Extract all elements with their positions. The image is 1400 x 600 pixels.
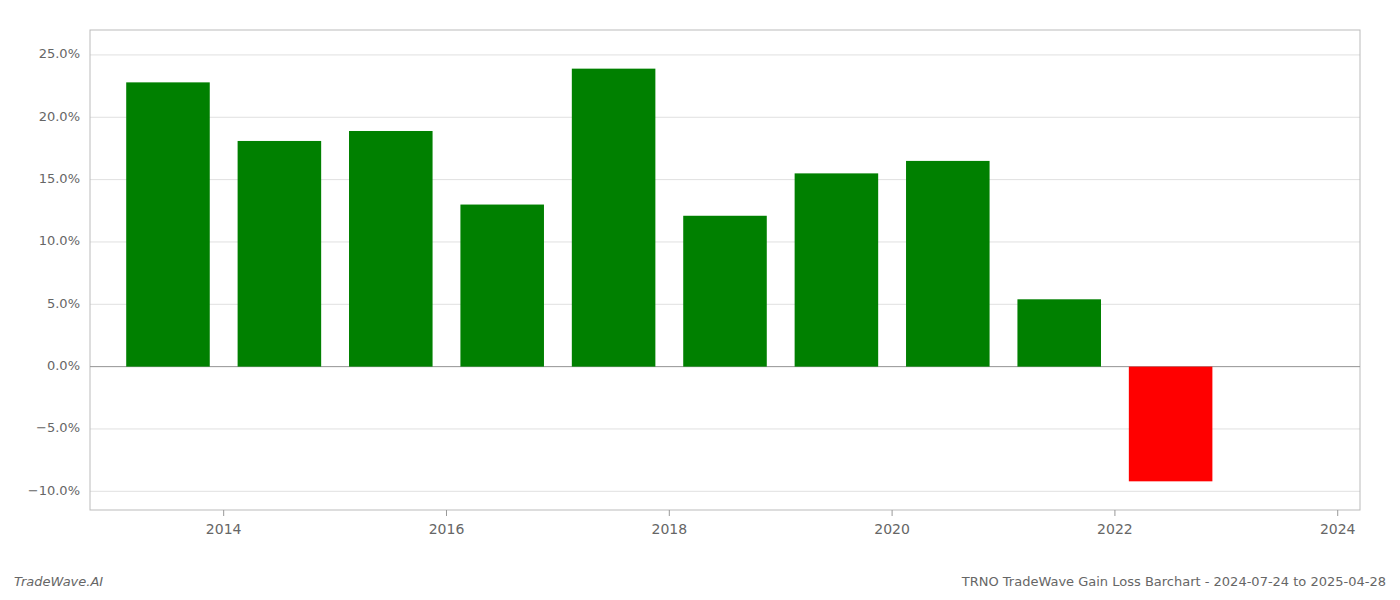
grid-line xyxy=(90,491,1360,492)
x-tick-label: 2016 xyxy=(429,521,465,537)
bar xyxy=(1129,367,1213,482)
x-tick-label: 2022 xyxy=(1097,521,1133,537)
bars xyxy=(126,69,1212,482)
y-tick-label: 20.0% xyxy=(39,109,80,124)
y-tick-label: 10.0% xyxy=(39,233,80,248)
title: TRNO TradeWave Gain Loss Barchart - 2024… xyxy=(961,574,1386,589)
y-tick-label: 5.0% xyxy=(47,296,80,311)
y-tick-label: 25.0% xyxy=(39,46,80,61)
y-axis: −10.0% −5.0% 0.0% 5.0% 10.0% 15.0% 20.0% 25.0% xyxy=(28,46,80,497)
y-tick-label: −5.0% xyxy=(36,420,80,435)
footer-left: TradeWave.AI xyxy=(14,574,103,589)
x-tick-label: 2020 xyxy=(874,521,910,537)
bar xyxy=(572,69,656,367)
grid-line xyxy=(90,54,1360,55)
grid-line xyxy=(90,117,1360,118)
bar xyxy=(126,82,210,366)
bar xyxy=(238,141,322,367)
y-tick-label: 15.0% xyxy=(39,171,80,186)
x-tick xyxy=(223,510,224,516)
bar xyxy=(795,173,879,366)
x-axis: 2014 2016 2018 2020 2022 2024 xyxy=(206,510,1356,537)
x-tick xyxy=(669,510,670,516)
grid xyxy=(90,55,1360,491)
x-tick xyxy=(1114,510,1115,516)
bar xyxy=(460,205,544,367)
x-tick xyxy=(446,510,447,516)
bar xyxy=(349,131,433,367)
x-tick-label: 2018 xyxy=(651,521,687,537)
x-tick xyxy=(1337,510,1338,516)
x-tick-label: 2014 xyxy=(206,521,242,537)
background xyxy=(0,0,1400,600)
bar xyxy=(683,216,767,367)
y-tick-label: −10.0% xyxy=(28,483,80,498)
x-tick xyxy=(892,510,893,516)
x-tick-label: 2024 xyxy=(1320,521,1356,537)
bar xyxy=(1017,299,1101,366)
bar xyxy=(906,161,990,367)
chart: −10.0% −5.0% 0.0% 5.0% 10.0% 15.0% 20.0% 25.0% 2… xyxy=(0,0,1400,600)
plot-frame xyxy=(90,30,1360,510)
y-tick-label: 0.0% xyxy=(47,358,80,373)
